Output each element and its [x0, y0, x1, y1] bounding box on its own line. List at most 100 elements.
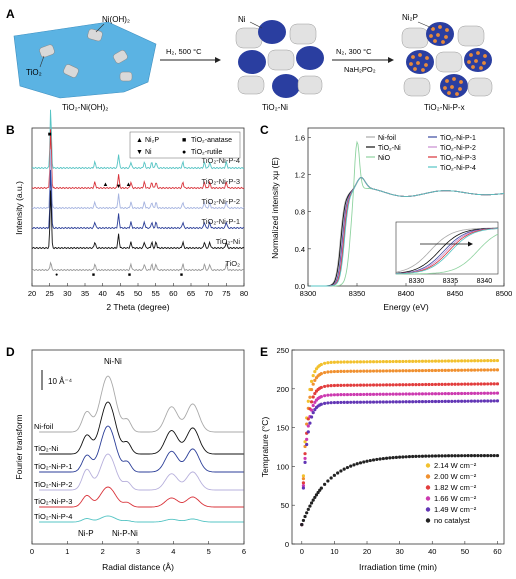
- data-point: [495, 382, 500, 386]
- data-point: [450, 382, 454, 386]
- y-tick-label: 0: [285, 540, 289, 549]
- data-point: [446, 359, 451, 363]
- arrowhead: [388, 57, 394, 63]
- data-point: [460, 391, 464, 396]
- legend-entry: TiO₂-anatase: [191, 137, 232, 144]
- inset-tick-label: 8330: [409, 278, 425, 285]
- data-point: [388, 359, 392, 364]
- data-point: [433, 399, 438, 404]
- data-point: [430, 399, 434, 404]
- x-tick-label: 60: [169, 289, 177, 298]
- data-point: [433, 454, 438, 458]
- axis-ticks: 0 10 20 30 40 50 60 0 50 100 150 200 250: [276, 346, 501, 556]
- data-point: [352, 360, 356, 364]
- data-point: [352, 369, 356, 373]
- data-point: [437, 392, 441, 396]
- ni-marker: ▼: [116, 184, 122, 190]
- inset-series-line: [395, 227, 498, 273]
- data-point: [456, 454, 460, 458]
- data-point: [384, 456, 389, 460]
- data-point: [466, 368, 470, 372]
- inset-series-line: [395, 227, 498, 274]
- series-label: TiO₂-Ni-P-4: [202, 156, 240, 165]
- data-point: [306, 430, 310, 434]
- data-point: [375, 369, 379, 373]
- legend-entry: 1.66 W cm⁻²: [434, 494, 477, 503]
- data-point: [384, 369, 389, 373]
- data-point: [486, 359, 490, 363]
- series-label: TiO₂: [225, 259, 240, 268]
- data-point: [463, 368, 467, 372]
- data-point: [492, 391, 496, 395]
- data-point: [309, 379, 314, 383]
- data-point: [411, 359, 415, 363]
- y-tick-label: 0.0: [295, 282, 305, 291]
- legend-symbol: ■: [182, 137, 186, 144]
- panel-e: E 0 10 20 30 40 50 60 0 50 100 150 200 250 Irradiati…: [260, 345, 505, 572]
- data-point: [326, 479, 330, 483]
- data-point: [489, 391, 493, 395]
- legend-entry: 2.00 W cm⁻²: [434, 472, 477, 481]
- data-point: [427, 399, 431, 404]
- data-point: [384, 360, 389, 364]
- ni2p-dot: [482, 61, 486, 65]
- data-point: [404, 392, 408, 396]
- data-point: [326, 370, 330, 374]
- data-point: [345, 360, 350, 364]
- data-point: [323, 401, 327, 405]
- anatase-marker: ■: [48, 132, 52, 138]
- data-point: [311, 395, 315, 399]
- legend-entry: no catalyst: [434, 516, 471, 525]
- data-point: [489, 359, 493, 363]
- ni2p-dot: [433, 39, 437, 43]
- data-point: [326, 361, 330, 365]
- data-point: [482, 391, 487, 395]
- ni2p-dot: [444, 35, 448, 39]
- label-ni: Ni: [238, 15, 246, 24]
- data-point: [437, 382, 441, 386]
- data-point: [358, 383, 363, 387]
- xrd-series-line: [31, 149, 245, 210]
- data-point: [398, 400, 402, 404]
- data-point: [339, 400, 343, 405]
- data-point: [323, 370, 327, 375]
- annotation-ni-ni: Ni-Ni: [104, 357, 122, 366]
- inset-ticks: 8330 8335 8340: [409, 278, 493, 285]
- data-point: [446, 399, 451, 403]
- ni2p-marker: ▲: [102, 182, 108, 188]
- tio2-particle: [119, 71, 133, 82]
- anatase-marker: ■: [180, 272, 183, 278]
- data-point: [309, 387, 314, 392]
- data-point: [394, 400, 398, 404]
- data-point: [482, 368, 487, 372]
- data-point: [371, 360, 376, 364]
- data-point: [495, 391, 500, 395]
- data-point: [378, 369, 382, 373]
- data-point: [358, 461, 363, 465]
- data-point: [352, 392, 356, 397]
- data-point: [311, 382, 315, 386]
- x-tick-label: 65: [187, 289, 195, 298]
- data-point: [407, 455, 412, 459]
- data-point: [417, 382, 421, 387]
- data-point: [394, 359, 398, 364]
- data-point: [424, 454, 428, 458]
- series-label: TiO₂-Ni-P-3: [202, 177, 240, 186]
- data-point: [430, 392, 434, 396]
- data-point: [440, 382, 444, 386]
- data-point: [469, 359, 473, 363]
- data-point: [381, 456, 385, 461]
- data-point: [326, 393, 330, 397]
- data-point: [486, 399, 490, 403]
- panel-e-letter: E: [260, 345, 268, 359]
- x-axis-title: 2 Theta (degree): [106, 302, 169, 312]
- x-axis-title: Radial distance (Å): [102, 562, 174, 572]
- data-point: [420, 368, 425, 373]
- xrd-series-line: [31, 129, 245, 190]
- data-point: [414, 369, 418, 373]
- data-point: [384, 383, 389, 387]
- x-tick-label: 2: [101, 547, 105, 556]
- data-point: [375, 360, 379, 364]
- arrow2-condition-top: N₂, 300 °C: [336, 47, 372, 56]
- data-point: [453, 382, 457, 386]
